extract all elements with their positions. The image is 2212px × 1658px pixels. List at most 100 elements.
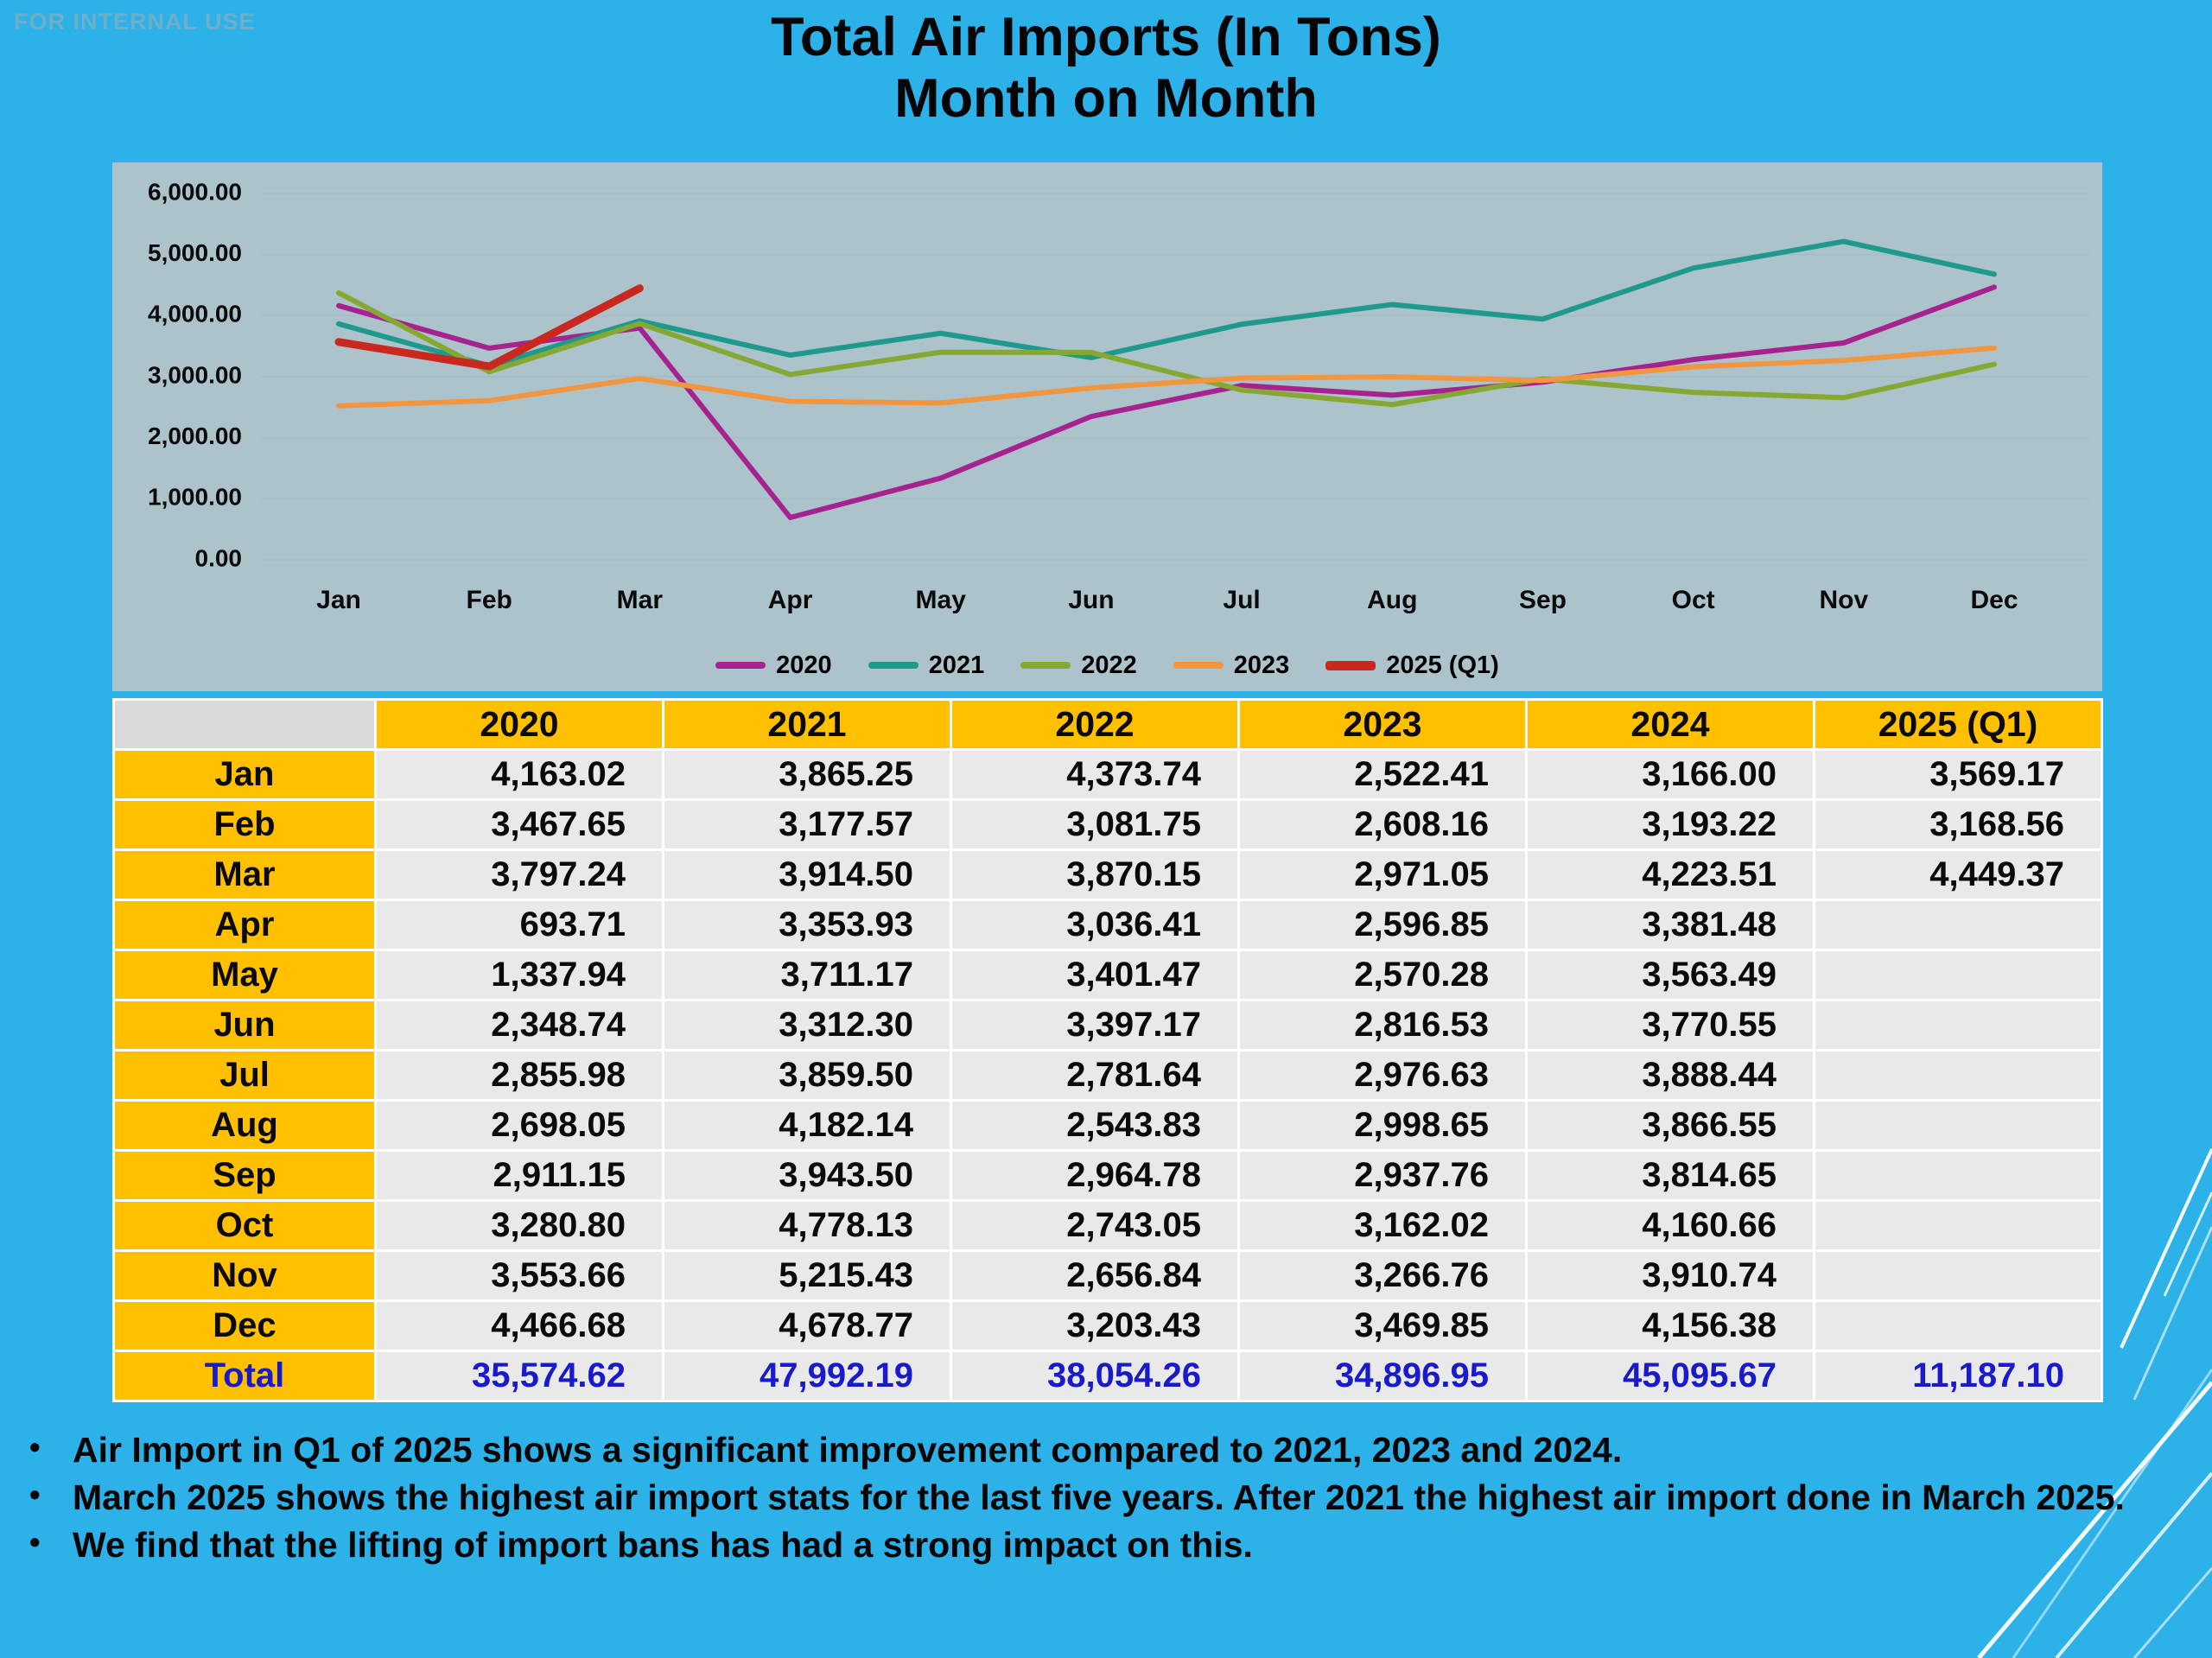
row-label: Aug	[112, 1099, 377, 1152]
table-cell: 3,280.80	[374, 1199, 664, 1252]
row-label: Jul	[112, 1049, 377, 1102]
legend-swatch	[1173, 662, 1224, 669]
table-cell: 2,937.76	[1237, 1149, 1528, 1202]
row-label: Mar	[112, 848, 377, 901]
row-label: Dec	[112, 1299, 377, 1352]
title-line-2: Month on Month	[894, 67, 1318, 129]
table-cell	[1813, 899, 2103, 951]
row-label: Oct	[112, 1199, 377, 1252]
table-cell	[1813, 999, 2103, 1051]
column-header: 2020	[374, 698, 664, 751]
x-axis-label: Feb	[467, 586, 512, 614]
table-cell: 4,449.37	[1813, 848, 2103, 901]
bullet-item: March 2025 shows the highest air import …	[17, 1475, 2186, 1520]
legend-swatch	[868, 662, 918, 669]
x-axis-label: Sep	[1519, 586, 1567, 614]
line-chart: 6,000.00 5,000.00 4,000.00 3,000.00 2,000.00…	[148, 178, 2089, 614]
table-cell: 2,596.85	[1237, 899, 1528, 951]
table-cell: 3,943.50	[662, 1149, 952, 1202]
x-axis-label: Jul	[1223, 586, 1260, 614]
table-cell: 3,353.93	[662, 899, 952, 951]
table-cell: 3,910.74	[1525, 1249, 1815, 1302]
table-cell: 3,266.76	[1237, 1249, 1528, 1302]
table-row: Oct 3,280.80 4,778.13 2,743.05 3,162.02 4,160…	[112, 1199, 2103, 1252]
table-cell: 45,095.67	[1525, 1350, 1815, 1402]
data-table-wrap: 2020 2021 2022 2023 2024 2025 (Q1) Jan 4,163.02…	[112, 698, 2103, 1402]
y-axis-tick: 1,000.00	[148, 484, 242, 511]
column-header: 2022	[950, 698, 1240, 751]
legend-label: 2021	[928, 651, 985, 679]
table-cell: 3,193.22	[1525, 798, 1815, 851]
table-row: May 1,337.94 3,711.17 3,401.47 2,570.28 3,563…	[112, 949, 2103, 1001]
data-table: 2020 2021 2022 2023 2024 2025 (Q1) Jan 4,163.02…	[112, 698, 2103, 1402]
row-label: Feb	[112, 798, 377, 851]
table-row: Aug 2,698.05 4,182.14 2,543.83 2,998.65 3,866…	[112, 1099, 2103, 1152]
table-cell: 4,163.02	[374, 748, 664, 801]
table-cell: 38,054.26	[950, 1350, 1240, 1402]
y-axis-tick: 2,000.00	[148, 422, 242, 449]
table-row: Feb 3,467.65 3,177.57 3,081.75 2,608.16 3,193…	[112, 798, 2103, 851]
legend-swatch	[1020, 662, 1071, 669]
chart-panel: 6,000.00 5,000.00 4,000.00 3,000.00 2,000.00…	[112, 162, 2102, 691]
legend-swatch	[715, 662, 766, 669]
table-cell: 2,522.41	[1237, 748, 1528, 801]
table-cell: 34,896.95	[1237, 1350, 1528, 1402]
series-2021	[336, 238, 1997, 369]
legend-swatch	[1325, 660, 1376, 670]
table-cell: 2,743.05	[950, 1199, 1240, 1252]
table-cell: 2,911.15	[374, 1149, 664, 1202]
table-cell	[1813, 1099, 2103, 1152]
table-cell: 3,859.50	[662, 1049, 952, 1102]
x-axis-label: Mar	[617, 586, 664, 614]
series-2025 (Q1)	[334, 284, 644, 371]
x-axis-label: Dec	[1970, 586, 2018, 614]
table-cell	[1813, 1199, 2103, 1252]
table-row: Jul 2,855.98 3,859.50 2,781.64 2,976.63 3,888…	[112, 1049, 2103, 1102]
table-row: Jan 4,163.02 3,865.25 4,373.74 2,522.41 3,166…	[112, 748, 2103, 801]
table-cell: 3,177.57	[662, 798, 952, 851]
table-row: Jun 2,348.74 3,312.30 3,397.17 2,816.53 3,770…	[112, 999, 2103, 1051]
series-2023	[336, 345, 1997, 409]
y-axis-tick: 0.00	[195, 544, 243, 571]
table-cell: 4,778.13	[662, 1199, 952, 1252]
table-cell: 3,865.25	[662, 748, 952, 801]
x-axis-label: May	[916, 586, 967, 614]
table-cell: 3,168.56	[1813, 798, 2103, 851]
legend-label: 2020	[776, 651, 832, 679]
column-header: 2025 (Q1)	[1813, 698, 2103, 751]
legend-item-2021: 2021	[868, 651, 985, 680]
table-cell: 2,971.05	[1237, 848, 1528, 901]
legend-label: 2022	[1081, 651, 1137, 679]
series-2022	[336, 289, 1997, 408]
column-header: 2024	[1525, 698, 1815, 751]
table-cell: 3,814.65	[1525, 1149, 1815, 1202]
table-cell: 2,543.83	[950, 1099, 1240, 1152]
x-axis-label: Jan	[316, 586, 361, 614]
title-line-1: Total Air Imports (In Tons)	[771, 7, 1441, 67]
chart-legend: 2020 2021 2022 2023 2025 (Q1)	[112, 639, 2102, 691]
row-label: Jun	[112, 999, 377, 1051]
table-cell: 2,781.64	[950, 1049, 1240, 1102]
corner-cell	[112, 698, 377, 751]
legend-label: 2025 (Q1)	[1386, 651, 1499, 679]
table-cell: 5,215.43	[662, 1249, 952, 1302]
row-label: Total	[112, 1350, 377, 1402]
legend-item-2022: 2022	[1020, 651, 1137, 680]
table-cell: 3,381.48	[1525, 899, 1815, 951]
x-axis-label: Oct	[1672, 586, 1715, 614]
table-cell: 2,348.74	[374, 999, 664, 1051]
table-cell: 2,608.16	[1237, 798, 1528, 851]
table-cell: 3,770.55	[1525, 999, 1815, 1051]
table-cell: 693.71	[374, 899, 664, 951]
table-cell	[1813, 1299, 2103, 1352]
table-cell: 3,467.65	[374, 798, 664, 851]
table-cell: 47,992.19	[662, 1350, 952, 1402]
table-row: Mar 3,797.24 3,914.50 3,870.15 2,971.05 4,223…	[112, 848, 2103, 901]
table-row: Total 35,574.62 47,992.19 38,054.26 34,896.9…	[112, 1350, 2103, 1402]
table-cell: 3,563.49	[1525, 949, 1815, 1001]
table-cell: 4,156.38	[1525, 1299, 1815, 1352]
row-label: Apr	[112, 899, 377, 951]
table-cell: 3,797.24	[374, 848, 664, 901]
bullet-item: We find that the lifting of import bans …	[17, 1522, 2186, 1567]
